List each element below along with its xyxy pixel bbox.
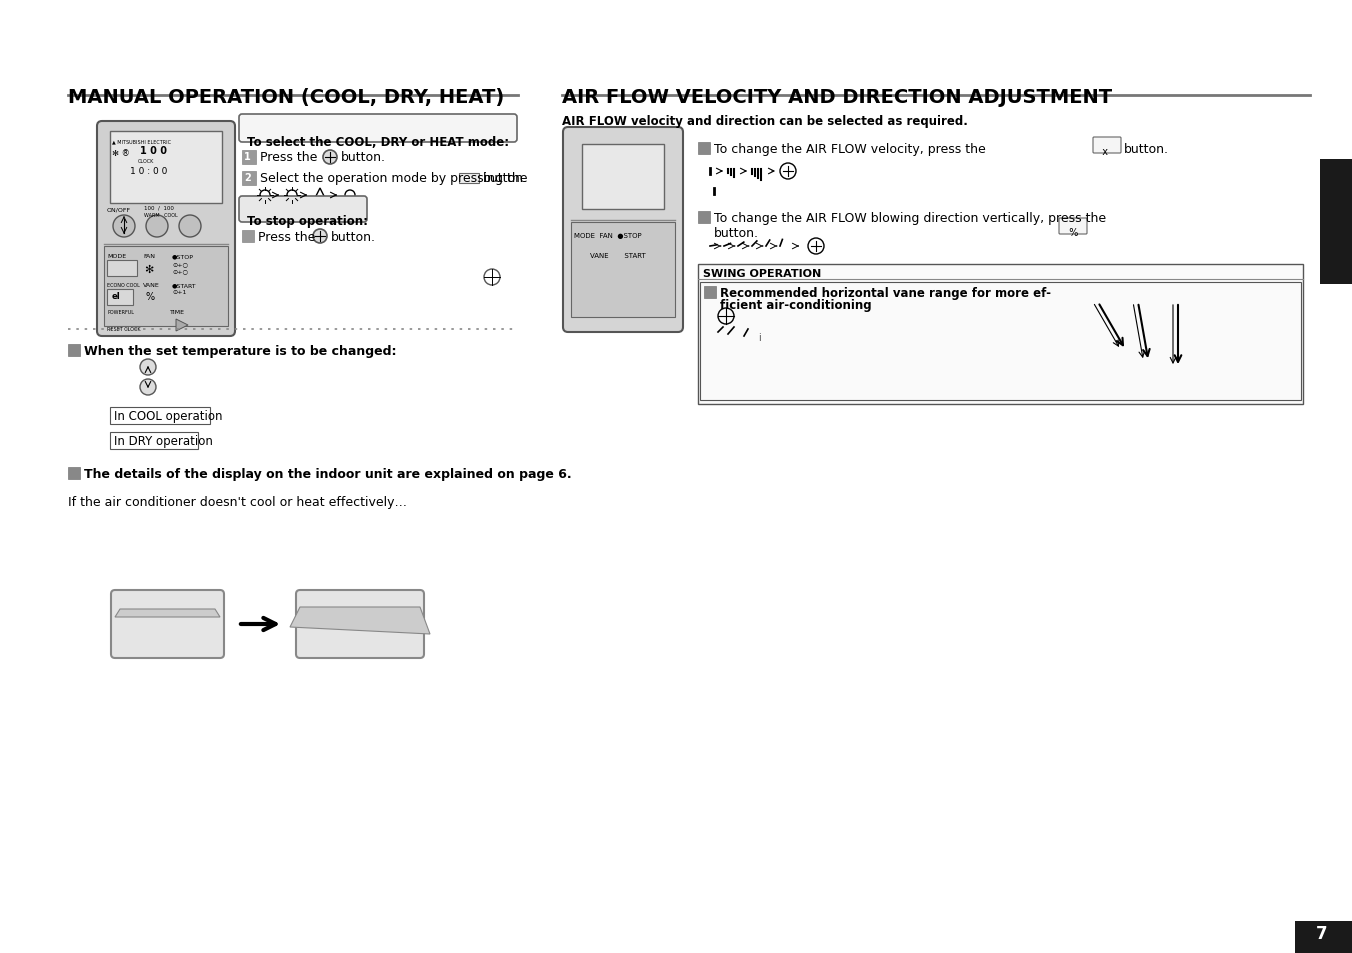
Circle shape <box>114 215 135 237</box>
Text: ⊙+○: ⊙+○ <box>172 262 188 267</box>
Text: MANUAL OPERATION (COOL, DRY, HEAT): MANUAL OPERATION (COOL, DRY, HEAT) <box>68 88 504 107</box>
Bar <box>1320 160 1352 285</box>
Text: VANE       START: VANE START <box>589 253 646 258</box>
Circle shape <box>141 379 155 395</box>
Text: If the air conditioner doesn't cool or heat effectively…: If the air conditioner doesn't cool or h… <box>68 496 407 509</box>
Text: TIME: TIME <box>170 310 185 314</box>
Text: AIR FLOW velocity and direction can be selected as required.: AIR FLOW velocity and direction can be s… <box>562 115 968 128</box>
Polygon shape <box>176 319 188 332</box>
Text: To change the AIR FLOW blowing direction vertically, press the: To change the AIR FLOW blowing direction… <box>714 212 1106 225</box>
Bar <box>242 172 256 186</box>
FancyBboxPatch shape <box>97 122 235 336</box>
Bar <box>68 468 80 479</box>
Polygon shape <box>289 607 430 635</box>
Text: FAN: FAN <box>143 253 155 258</box>
Text: CLOCK: CLOCK <box>138 159 154 164</box>
Bar <box>110 408 210 424</box>
Bar <box>110 433 197 450</box>
FancyBboxPatch shape <box>562 128 683 333</box>
Text: To change the AIR FLOW velocity, press the: To change the AIR FLOW velocity, press t… <box>714 143 986 156</box>
Circle shape <box>141 359 155 375</box>
Bar <box>698 143 710 154</box>
Bar <box>242 151 256 165</box>
Text: RESET CLOCK: RESET CLOCK <box>107 327 141 332</box>
FancyBboxPatch shape <box>239 115 516 143</box>
Text: SWING OPERATION: SWING OPERATION <box>703 269 821 278</box>
Text: button.: button. <box>331 231 376 244</box>
Text: ✻ ®: ✻ ® <box>112 149 130 158</box>
Text: In DRY operation: In DRY operation <box>114 435 212 448</box>
Text: AIR FLOW VELOCITY AND DIRECTION ADJUSTMENT: AIR FLOW VELOCITY AND DIRECTION ADJUSTME… <box>562 88 1113 107</box>
Bar <box>571 223 675 317</box>
Bar <box>107 290 132 306</box>
Text: ON/OFF: ON/OFF <box>107 207 131 212</box>
Text: MODE  FAN  ●STOP: MODE FAN ●STOP <box>575 233 642 239</box>
FancyBboxPatch shape <box>1059 219 1087 234</box>
Text: 1 0 0: 1 0 0 <box>141 146 168 156</box>
Text: ✻: ✻ <box>145 265 153 274</box>
Text: ficient air-conditioning: ficient air-conditioning <box>721 298 872 312</box>
Text: 1 0 : 0 0: 1 0 : 0 0 <box>130 167 168 175</box>
Text: Recommended horizontal vane range for more ef-: Recommended horizontal vane range for mo… <box>721 287 1051 299</box>
Text: %: % <box>1063 228 1079 237</box>
Text: 2: 2 <box>243 172 250 183</box>
Text: Press the: Press the <box>260 151 318 164</box>
Circle shape <box>323 151 337 165</box>
Bar <box>110 132 222 204</box>
FancyBboxPatch shape <box>239 196 366 223</box>
Text: ●STOP: ●STOP <box>172 253 193 258</box>
Text: WARM   COOL: WARM COOL <box>145 213 177 218</box>
Text: x: x <box>1096 147 1109 157</box>
Text: button.: button. <box>341 151 387 164</box>
Bar <box>698 265 1303 405</box>
Bar <box>698 212 710 224</box>
Bar <box>1295 921 1352 953</box>
Text: When the set temperature is to be changed:: When the set temperature is to be change… <box>84 345 396 357</box>
Text: To select the COOL, DRY or HEAT mode:: To select the COOL, DRY or HEAT mode: <box>247 136 510 149</box>
Text: button.: button. <box>1124 143 1169 156</box>
Text: Select the operation mode by pressing the: Select the operation mode by pressing th… <box>260 172 527 185</box>
Text: i: i <box>758 333 761 343</box>
Text: MODE: MODE <box>107 253 126 258</box>
Text: The details of the display on the indoor unit are explained on page 6.: The details of the display on the indoor… <box>84 468 572 480</box>
Bar <box>107 261 137 276</box>
Text: %: % <box>145 292 154 302</box>
Text: 7: 7 <box>1317 924 1328 942</box>
Bar <box>581 145 664 210</box>
Bar <box>704 287 717 298</box>
Circle shape <box>314 230 327 244</box>
Text: button.: button. <box>483 172 529 185</box>
Text: button.: button. <box>714 227 758 240</box>
Bar <box>1068 288 1297 397</box>
Bar <box>458 173 479 184</box>
Text: ⊙+○: ⊙+○ <box>172 269 188 274</box>
Text: POWERFUL: POWERFUL <box>107 310 134 314</box>
Circle shape <box>178 215 201 237</box>
Text: ●START: ●START <box>172 283 196 288</box>
Text: ⊙+1: ⊙+1 <box>172 290 187 294</box>
FancyBboxPatch shape <box>111 590 224 659</box>
Polygon shape <box>115 609 220 618</box>
Text: ECONO COOL: ECONO COOL <box>107 283 139 288</box>
Text: 100  /  100: 100 / 100 <box>145 206 174 211</box>
FancyBboxPatch shape <box>296 590 425 659</box>
Bar <box>68 345 80 356</box>
FancyBboxPatch shape <box>1092 138 1121 153</box>
Bar <box>242 231 254 243</box>
Text: VANE: VANE <box>143 283 160 288</box>
Text: Press the: Press the <box>258 231 315 244</box>
Text: 1: 1 <box>243 152 250 162</box>
Circle shape <box>146 215 168 237</box>
Text: In COOL operation: In COOL operation <box>114 410 223 422</box>
Text: el: el <box>112 292 120 301</box>
Text: ▲ MITSUBISHI ELECTRIC: ▲ MITSUBISHI ELECTRIC <box>112 139 170 144</box>
Text: To stop operation:: To stop operation: <box>247 214 368 228</box>
Bar <box>700 283 1301 400</box>
Bar <box>104 247 228 327</box>
